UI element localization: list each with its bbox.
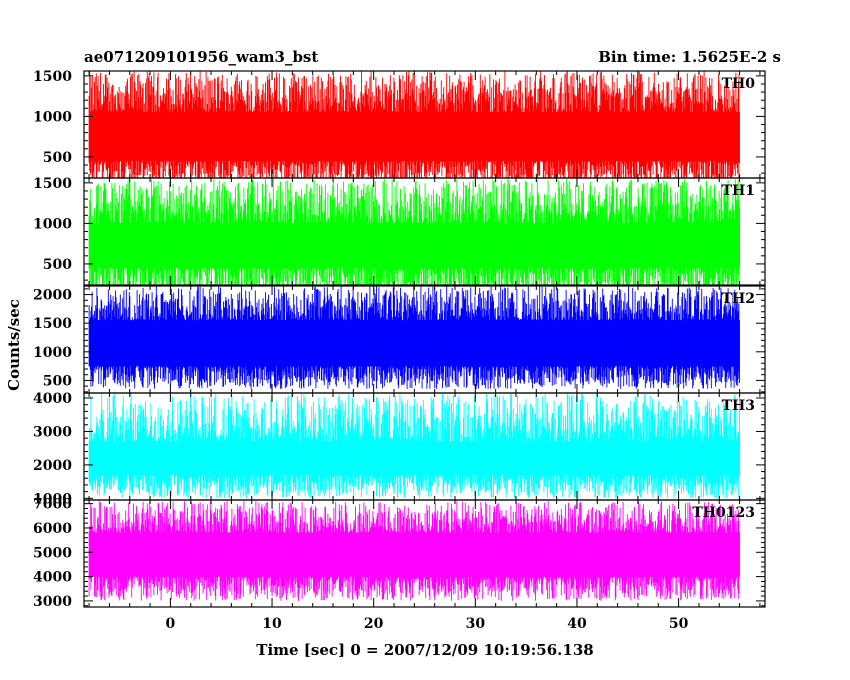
y-tick-label: 2000 <box>33 458 72 474</box>
bin-time-label: Bin time: 1.5625E-2 s <box>598 48 781 66</box>
panel-th2: 500 1000 1500 2000 TH2 <box>33 285 766 394</box>
y-tick-label: 4000 <box>33 391 72 407</box>
x-tick-label: 30 <box>466 616 486 632</box>
panel-frame <box>83 499 766 608</box>
y-tick-label: 1500 <box>33 69 72 85</box>
chart-title: ae071209101956_wam3_bst <box>84 48 318 66</box>
panel-th0: 500 1000 1500 TH0 <box>33 69 766 179</box>
y-tick-label: 4000 <box>33 570 72 586</box>
x-axis-label: Time [sec] 0 = 2007/12/09 10:19:56.138 <box>256 641 593 659</box>
x-axis: 0 10 20 30 40 50 <box>166 616 689 632</box>
panel-th3: 1000 2000 3000 4000 TH3 <box>33 391 766 507</box>
panel-label-th2: TH2 <box>722 291 755 307</box>
panel-label-th1: TH1 <box>722 183 755 199</box>
y-tick-label: 1000 <box>33 491 72 507</box>
panel-label-th0123: TH0123 <box>692 505 755 521</box>
y-tick-label: 7000 <box>33 497 72 513</box>
y-tick-label: 3000 <box>33 424 72 440</box>
y-tick-label: 1000 <box>33 216 72 232</box>
y-tick-label: 6000 <box>33 521 72 537</box>
y-tick-label: 1000 <box>33 109 72 125</box>
panel-th0123: 3000 4000 5000 6000 7000 TH0123 <box>33 497 766 610</box>
y-tick-label: 3000 <box>33 594 72 610</box>
x-tick-label: 0 <box>166 616 176 632</box>
series-th1 <box>88 178 740 285</box>
y-tick-label: 1500 <box>33 316 72 332</box>
x-tick-label: 50 <box>669 616 689 632</box>
y-tick-label: 1500 <box>33 176 72 192</box>
series-th2 <box>88 286 740 389</box>
panel-label-th3: TH3 <box>722 398 755 414</box>
x-tick-label: 10 <box>262 616 282 632</box>
x-tick-label: 20 <box>364 616 384 632</box>
y-tick-label: 500 <box>43 373 72 389</box>
x-tick-label: 40 <box>567 616 587 632</box>
y-tick-label: 1000 <box>33 345 72 361</box>
y-tick-label: 5000 <box>33 545 72 561</box>
y-tick-label: 2000 <box>33 288 72 304</box>
series-th0123 <box>88 501 740 601</box>
panel-th1: 500 1000 1500 TH1 <box>33 176 766 286</box>
y-axis-label: Counts/sec <box>5 299 23 391</box>
y-tick-label: 500 <box>43 150 72 166</box>
series-th0 <box>88 71 740 178</box>
series-th3 <box>88 393 740 499</box>
panels: 500 1000 1500 TH0 500 1000 1500 TH1 500 1000 1500 2… <box>33 69 766 610</box>
y-tick-label: 500 <box>43 257 72 273</box>
panel-label-th0: TH0 <box>722 76 756 92</box>
